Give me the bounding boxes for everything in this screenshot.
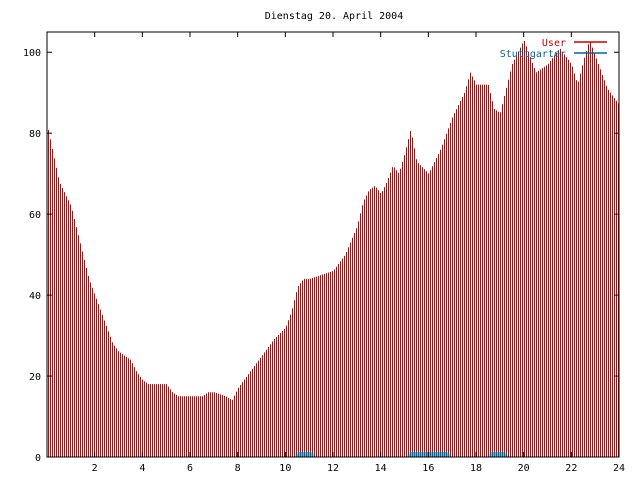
legend: User Stuttgarter (500, 38, 607, 60)
x-tick-label: 22 (565, 463, 577, 474)
x-tick-label: 6 (187, 463, 193, 474)
x-tick-label: 2 (92, 463, 98, 474)
y-tick-label: 20 (29, 372, 41, 383)
y-tick-label: 40 (29, 291, 41, 302)
x-tick-label: 8 (235, 463, 241, 474)
user-series-bars (48, 41, 619, 457)
x-tick-label: 12 (327, 463, 339, 474)
x-tick-label: 10 (279, 463, 291, 474)
x-tick-label: 24 (613, 463, 625, 474)
y-tick-label: 80 (29, 129, 41, 140)
x-tick-label: 16 (422, 463, 434, 474)
x-tick-label: 4 (139, 463, 145, 474)
legend-label-stuttgarter: Stuttgarter (500, 49, 566, 60)
axes (46, 31, 620, 458)
y-tick-label: 60 (29, 210, 41, 221)
chart-title: Dienstag 20. April 2004 (265, 11, 403, 22)
y-tick-label: 100 (23, 48, 41, 59)
stuttgarter-series-bars (295, 451, 508, 457)
y-tick-label: 0 (35, 453, 41, 464)
x-tick-label: 20 (518, 463, 530, 474)
x-tick-label: 14 (375, 463, 387, 474)
legend-label-user: User (542, 38, 566, 49)
x-tick-label: 18 (470, 463, 482, 474)
